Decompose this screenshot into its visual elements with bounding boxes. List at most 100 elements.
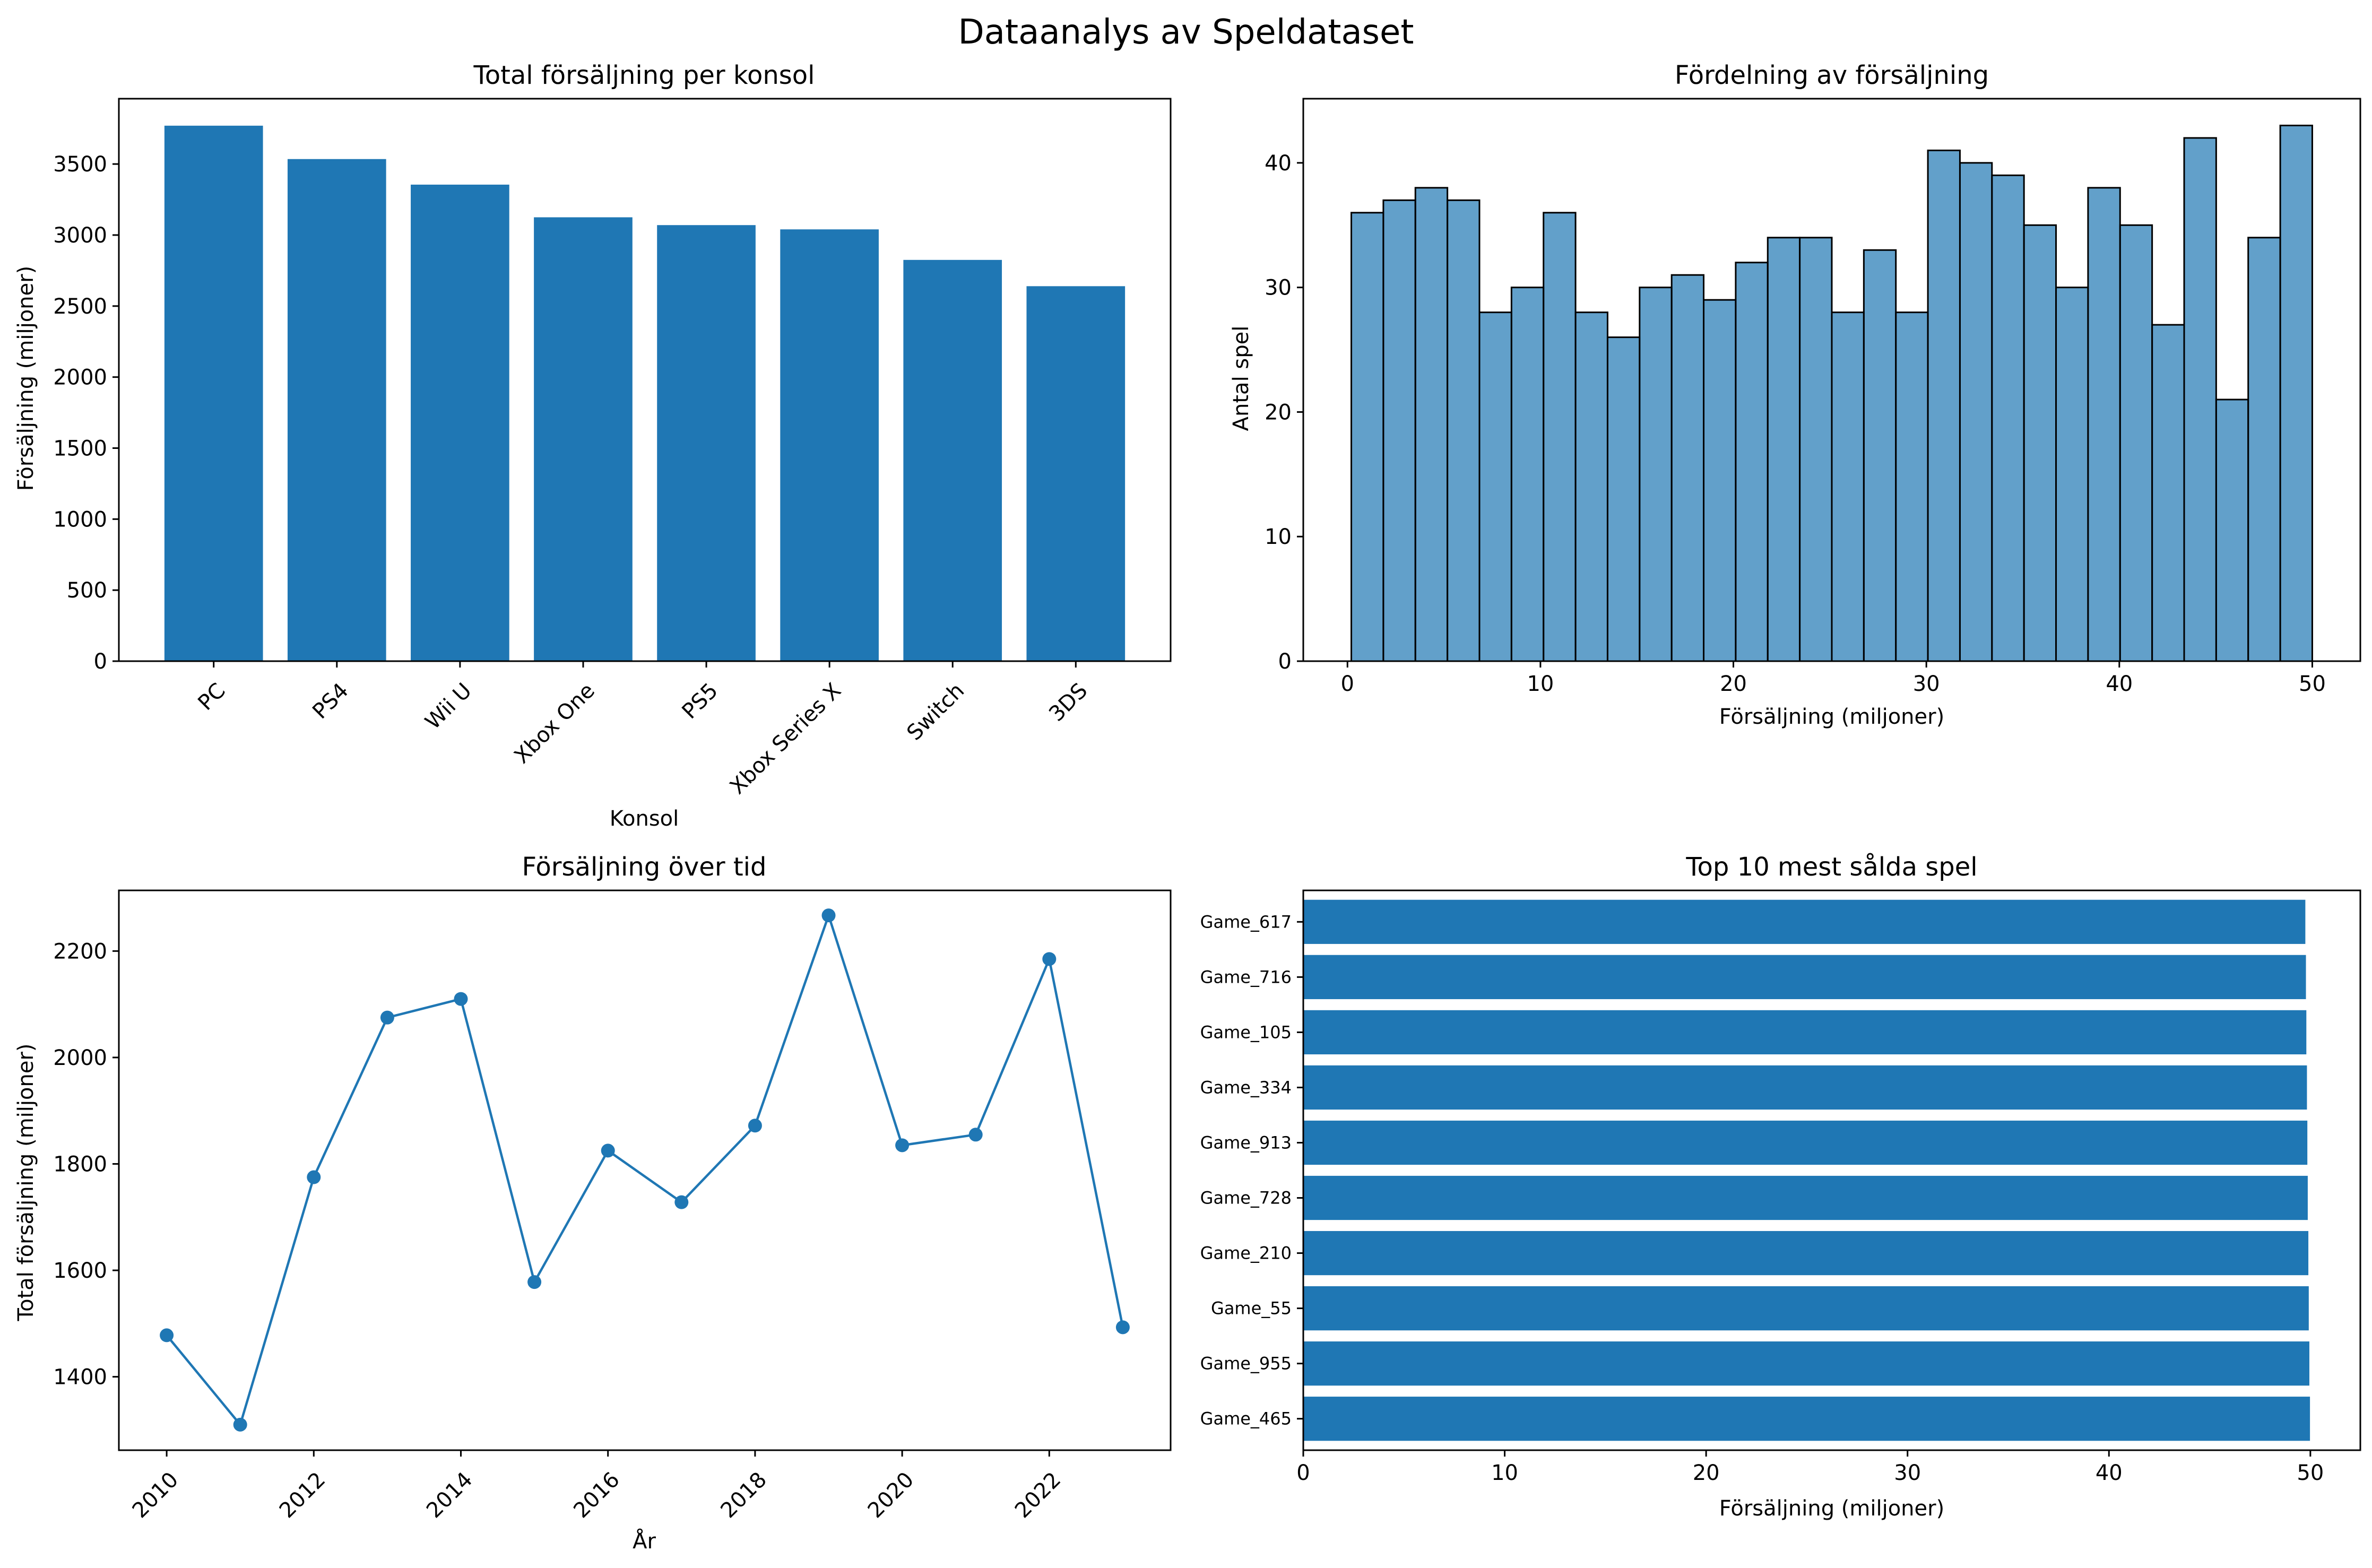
bar-ps4: [287, 159, 386, 661]
data-point: [233, 1417, 247, 1432]
hist-bar: [1447, 199, 1481, 662]
hist-bar: [1606, 336, 1641, 662]
hist-bar: [1831, 311, 1865, 662]
x-axis-label-top10: Försäljning (miljoner): [1719, 1496, 1944, 1521]
y-tick-label: 1400: [53, 1365, 107, 1390]
y-tick-label: Game_913: [1200, 1132, 1292, 1153]
x-tick-label: 10: [1491, 1461, 1518, 1485]
data-point: [748, 1119, 762, 1133]
series-line: [166, 914, 1124, 1426]
hist-bar: [1414, 187, 1449, 662]
y-tick-label: 2200: [53, 939, 107, 964]
hist-bar: [1478, 311, 1512, 662]
y-tick-label: 1800: [53, 1152, 107, 1176]
bar-pc: [164, 125, 263, 661]
y-tick-label: 3500: [53, 152, 107, 177]
hist-bar: [2279, 124, 2313, 662]
x-tick-label: 30: [1894, 1461, 1921, 1485]
y-axis-label-hist: Antal spel: [1229, 326, 1253, 431]
data-point: [160, 1328, 174, 1342]
hbar-game_465: [1303, 1397, 2310, 1441]
data-point: [601, 1143, 615, 1158]
hist-bar: [2183, 137, 2217, 662]
x-tick-label: 20: [1693, 1461, 1720, 1485]
x-tick-label: 50: [2299, 672, 2326, 696]
hbar-game_913: [1303, 1120, 2308, 1165]
y-tick-label: Game_55: [1211, 1298, 1292, 1319]
hist-bar: [1991, 174, 2025, 662]
chart-top10-games: Top 10 mest sålda spel Försäljning (milj…: [1200, 852, 2361, 1521]
y-tick-label: 2000: [53, 366, 107, 390]
hist-bar: [2119, 224, 2153, 662]
bar-wii-u: [411, 184, 509, 661]
y-tick-label: 500: [67, 578, 107, 603]
y-tick-label: 0: [94, 649, 107, 674]
y-tick-label: 30: [1265, 276, 1292, 300]
axes-frame-top10: [1302, 889, 2361, 1451]
data-point: [821, 908, 836, 923]
bar-xbox-series-x: [780, 229, 879, 661]
y-tick-label: 1500: [53, 436, 107, 461]
hbar-game_955: [1303, 1341, 2309, 1386]
hist-bar: [2247, 237, 2281, 662]
hist-bar: [1735, 262, 1769, 662]
x-tick-label: 50: [2297, 1461, 2324, 1485]
hist-bar: [1351, 212, 1384, 662]
y-tick-label: 3000: [53, 223, 107, 248]
y-tick-label: Game_334: [1200, 1077, 1292, 1097]
y-tick-label: Game_105: [1200, 1022, 1292, 1042]
bar-ps5: [657, 225, 756, 662]
hist-bar: [2023, 224, 2057, 662]
bar-xbox-one: [534, 217, 633, 661]
hist-bar: [1543, 212, 1577, 662]
data-point: [380, 1010, 394, 1025]
hist-bar: [1574, 311, 1608, 662]
hist-bar: [2215, 399, 2249, 662]
hist-bar: [1510, 287, 1545, 662]
y-axis-label-console: Försäljning (miljoner): [14, 266, 38, 491]
axes-frame-timeline: [118, 889, 1172, 1451]
hbar-game_716: [1303, 955, 2306, 999]
hist-bar: [1703, 299, 1737, 662]
x-axis-label-console: Konsol: [610, 807, 679, 831]
y-tick-label: Game_716: [1200, 967, 1292, 987]
data-point: [968, 1128, 983, 1142]
y-tick-label: 40: [1265, 151, 1292, 176]
x-tick-label: 20: [1720, 672, 1747, 696]
x-tick-label: 30: [1913, 672, 1940, 696]
data-point: [1115, 1320, 1130, 1335]
chart-title-timeline: Försäljning över tid: [522, 852, 767, 882]
axes-frame-hist: [1302, 98, 2361, 662]
hist-bar: [1895, 311, 1929, 662]
hbar-game_334: [1303, 1065, 2307, 1110]
chart-console-sales: Total försäljning per konsol Konsol Förs…: [14, 60, 1172, 831]
y-tick-label: 1600: [53, 1259, 107, 1283]
y-tick-label: 2500: [53, 294, 107, 319]
bar-3ds: [1026, 286, 1126, 661]
hbar-game_210: [1303, 1231, 2309, 1276]
hist-bar: [1767, 237, 1801, 662]
bar-switch: [903, 259, 1002, 662]
hbar-game_617: [1303, 899, 2306, 944]
x-tick-label: 10: [1527, 672, 1554, 696]
x-axis-label-hist: Försäljning (miljoner): [1719, 705, 1944, 729]
hbar-game_728: [1303, 1175, 2308, 1220]
y-tick-label: 10: [1265, 525, 1292, 549]
hist-bar: [1382, 199, 1416, 662]
data-point: [454, 992, 468, 1006]
data-point: [307, 1170, 321, 1184]
x-tick-label: 0: [1296, 1461, 1310, 1485]
y-tick-label: Game_210: [1200, 1243, 1292, 1263]
chart-sales-distribution: Fördelning av försäljning Försäljning (m…: [1229, 60, 2361, 729]
y-tick-label: Game_728: [1200, 1188, 1292, 1208]
chart-title-console: Total försäljning per konsol: [473, 60, 815, 90]
hbar-game_105: [1303, 1010, 2307, 1055]
hist-bar: [1863, 249, 1897, 662]
data-point: [674, 1195, 689, 1209]
y-tick-label: 20: [1265, 400, 1292, 425]
hist-bar: [2151, 324, 2185, 662]
x-tick-label: 0: [1341, 672, 1354, 696]
x-axis-label-timeline: År: [633, 1528, 656, 1554]
data-point: [895, 1138, 910, 1153]
